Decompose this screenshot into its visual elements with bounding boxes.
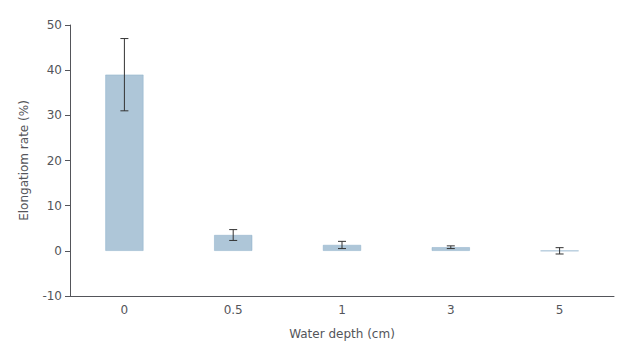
svg-text:0: 0 bbox=[121, 303, 129, 317]
svg-text:50: 50 bbox=[47, 18, 62, 32]
svg-text:0: 0 bbox=[54, 244, 62, 258]
svg-text:3: 3 bbox=[447, 303, 455, 317]
svg-text:Water depth (cm): Water depth (cm) bbox=[289, 327, 395, 341]
svg-text:0.5: 0.5 bbox=[224, 303, 243, 317]
svg-text:10: 10 bbox=[47, 199, 62, 213]
svg-text:5: 5 bbox=[556, 303, 564, 317]
svg-text:1: 1 bbox=[338, 303, 346, 317]
svg-text:30: 30 bbox=[47, 108, 62, 122]
svg-text:Elongatiom rate (%): Elongatiom rate (%) bbox=[17, 100, 31, 221]
svg-text:20: 20 bbox=[47, 154, 62, 168]
svg-text:-10: -10 bbox=[42, 289, 62, 303]
svg-text:40: 40 bbox=[47, 63, 62, 77]
